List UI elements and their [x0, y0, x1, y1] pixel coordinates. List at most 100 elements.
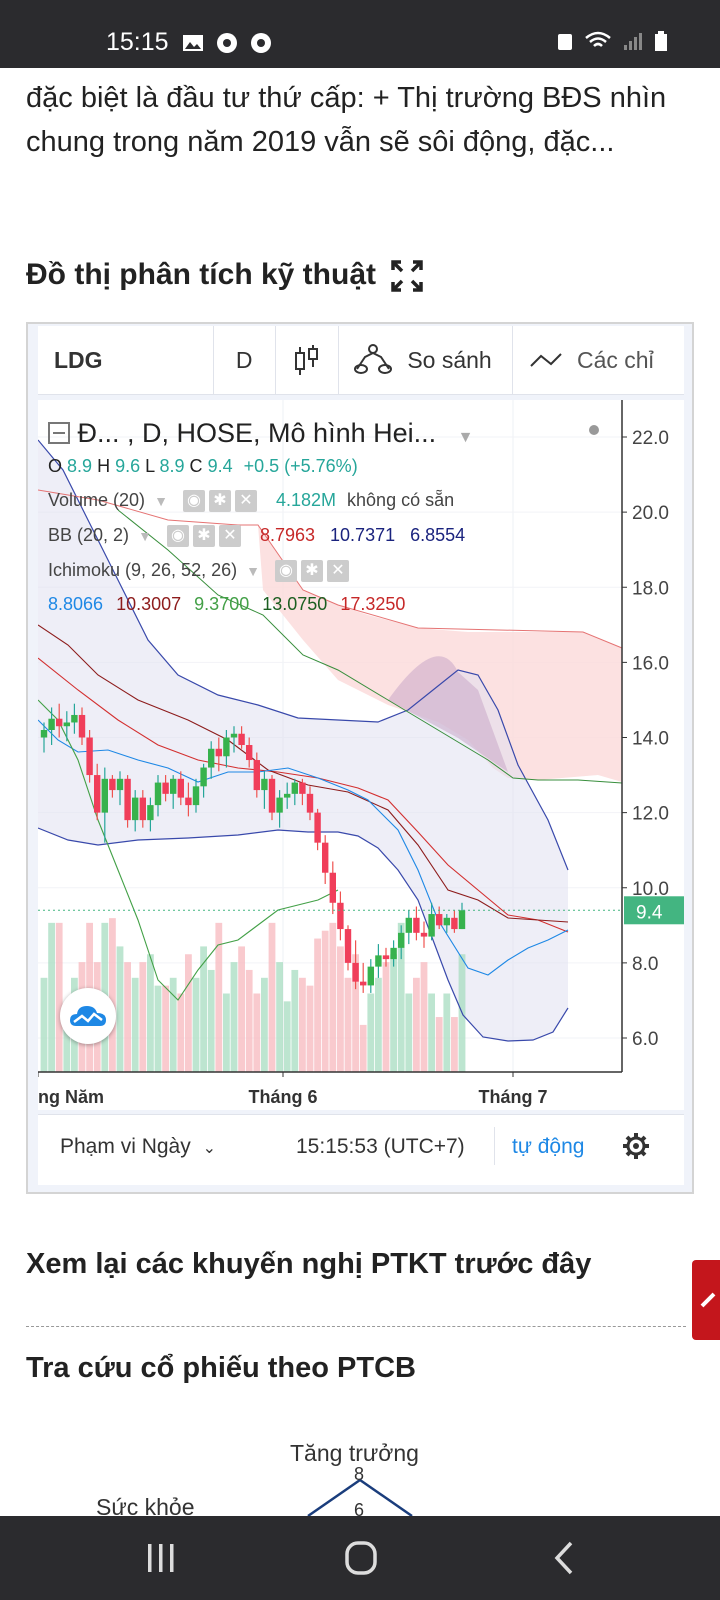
chrome-icon	[217, 33, 237, 53]
candle-body	[154, 782, 162, 806]
gear-icon[interactable]: ✱	[208, 490, 231, 513]
article-snippet[interactable]: đặc biệt là đầu tư thứ cấp: + Thị trường…	[26, 82, 667, 158]
price-axis-label: 18.0	[632, 578, 669, 599]
candle-body	[63, 722, 70, 727]
gear-icon[interactable]: ✱	[301, 560, 323, 583]
volume-bar	[428, 993, 435, 1072]
legend-ichimoku-values: 8.8066 10.3007 9.3700 13.0750 17.3250	[48, 594, 405, 615]
price-axis-label: 14.0	[632, 729, 669, 750]
bollinger-basis	[37, 657, 569, 933]
compare-button[interactable]: So sánh	[339, 326, 513, 394]
candle-body	[398, 932, 405, 948]
radar-tick-6: 6	[354, 1500, 365, 1520]
volume-bar	[375, 977, 382, 1072]
gear-icon[interactable]: ✱	[192, 525, 215, 548]
radar-label-growth: Tăng trưởng	[290, 1440, 419, 1466]
volume-bar	[223, 993, 230, 1072]
candle-body	[40, 729, 48, 738]
price-axis-label: 8.0	[632, 954, 658, 975]
ichimoku-conversion-line	[37, 719, 569, 976]
eye-icon[interactable]: ◉	[166, 525, 189, 548]
recent-apps-icon[interactable]	[146, 1542, 176, 1574]
volume-note: không có sẵn	[347, 490, 455, 510]
volume-dropdown-icon[interactable]: ▼	[154, 493, 168, 509]
last-price-badge	[624, 896, 684, 925]
volume-bar	[192, 977, 200, 1072]
candle-body	[314, 812, 321, 843]
volume-bar	[200, 946, 207, 1072]
volume-bar	[131, 977, 139, 1072]
status-system-icons	[556, 30, 668, 52]
close-icon[interactable]: ✕	[234, 490, 257, 513]
candle-body	[268, 778, 276, 813]
candle-body	[78, 714, 86, 738]
price-axis-label: 22.0	[632, 428, 669, 449]
ohlc-l-label: L	[145, 456, 155, 476]
collapse-icon[interactable]	[48, 422, 70, 444]
auto-scale-toggle[interactable]: tự động	[512, 1135, 585, 1158]
candle-body	[139, 797, 146, 821]
section-title-reviews[interactable]: Xem lại các khuyến nghị PTKT trước đây	[26, 1248, 592, 1280]
volume-bar	[177, 993, 185, 1072]
chart-area[interactable]: 22.0 20.0 18.0 16.0 14.0 12.0 10.0 8.0 6.0 9.4 ng …	[37, 400, 684, 1110]
candle-body	[116, 778, 124, 791]
compare-label: So sánh	[407, 346, 492, 373]
volume-bar	[451, 1017, 458, 1072]
legend-dropdown-icon[interactable]: ▼	[457, 429, 474, 446]
scroll-top-button[interactable]	[692, 1260, 720, 1340]
candle-body	[458, 910, 466, 930]
bottom-divider	[494, 1127, 495, 1165]
eye-icon[interactable]: ◉	[275, 560, 297, 583]
date-range-selector[interactable]: Phạm vi Ngày ⌄	[60, 1135, 216, 1159]
price-axis-label: 12.0	[632, 804, 669, 825]
price-chart[interactable]: 22.0 20.0 18.0 16.0 14.0 12.0 10.0 8.0 6.0 9.4 ng …	[37, 400, 684, 1110]
back-icon[interactable]	[552, 1540, 576, 1576]
eye-icon[interactable]: ◉	[182, 490, 205, 513]
legend-bb: BB (20, 2) ▼ ◉ ✱ ✕ 8.7963 10.7371 6.8554	[48, 525, 465, 548]
candle-body	[71, 714, 78, 723]
battery-icon	[655, 31, 667, 51]
candle-body	[48, 718, 55, 730]
candle-body	[56, 718, 63, 727]
ohlc-o-label: O	[48, 456, 63, 476]
close-icon[interactable]: ✕	[327, 560, 349, 583]
close-icon[interactable]: ✕	[218, 525, 241, 548]
bb-dropdown-icon[interactable]: ▼	[138, 528, 152, 544]
tradingview-logo-button[interactable]	[60, 988, 116, 1044]
volume-bar	[63, 1024, 71, 1072]
section-title-lookup: Tra cứu cổ phiếu theo PTCB	[26, 1352, 416, 1384]
candle-body	[170, 778, 177, 794]
indicators-button[interactable]: Các chỉ	[513, 326, 684, 394]
volume-bar	[291, 969, 299, 1072]
volume-bar	[390, 954, 397, 1072]
price-axis-label: 6.0	[632, 1029, 658, 1050]
candle-body	[299, 782, 306, 794]
bollinger-upper	[37, 439, 569, 871]
technical-title-text: Đồ thị phân tích kỹ thuật	[26, 258, 376, 291]
status-time: 15:15	[106, 28, 169, 56]
fullscreen-icon[interactable]	[390, 259, 424, 293]
candle-body	[238, 733, 245, 746]
candle-body	[451, 917, 458, 930]
price-axis-label: 20.0	[632, 503, 669, 524]
interval-selector[interactable]: D	[214, 326, 276, 394]
chart-bottom-bar: Phạm vi Ngày ⌄ 15:15:53 (UTC+7) tự động	[38, 1114, 684, 1185]
volume-bar	[169, 977, 177, 1072]
chevron-up-icon	[700, 1292, 716, 1308]
chart-type-button[interactable]	[276, 326, 340, 394]
android-nav-bar	[0, 1516, 720, 1600]
volume-bar	[253, 993, 261, 1072]
volume-bar	[215, 922, 223, 1072]
candle-body	[382, 955, 390, 960]
candle-body	[94, 775, 101, 813]
candle-body	[329, 872, 336, 903]
settings-gear-icon[interactable]	[622, 1132, 650, 1160]
volume-bar	[405, 993, 413, 1072]
ichimoku-dropdown-icon[interactable]: ▼	[246, 563, 260, 579]
bb-name: BB (20, 2)	[48, 525, 130, 545]
last-price-text: 9.4	[636, 902, 663, 923]
cloud-icon	[70, 1006, 106, 1026]
candle-body	[208, 748, 215, 768]
symbol-selector[interactable]: LDG	[38, 326, 214, 394]
home-icon[interactable]	[344, 1540, 378, 1576]
